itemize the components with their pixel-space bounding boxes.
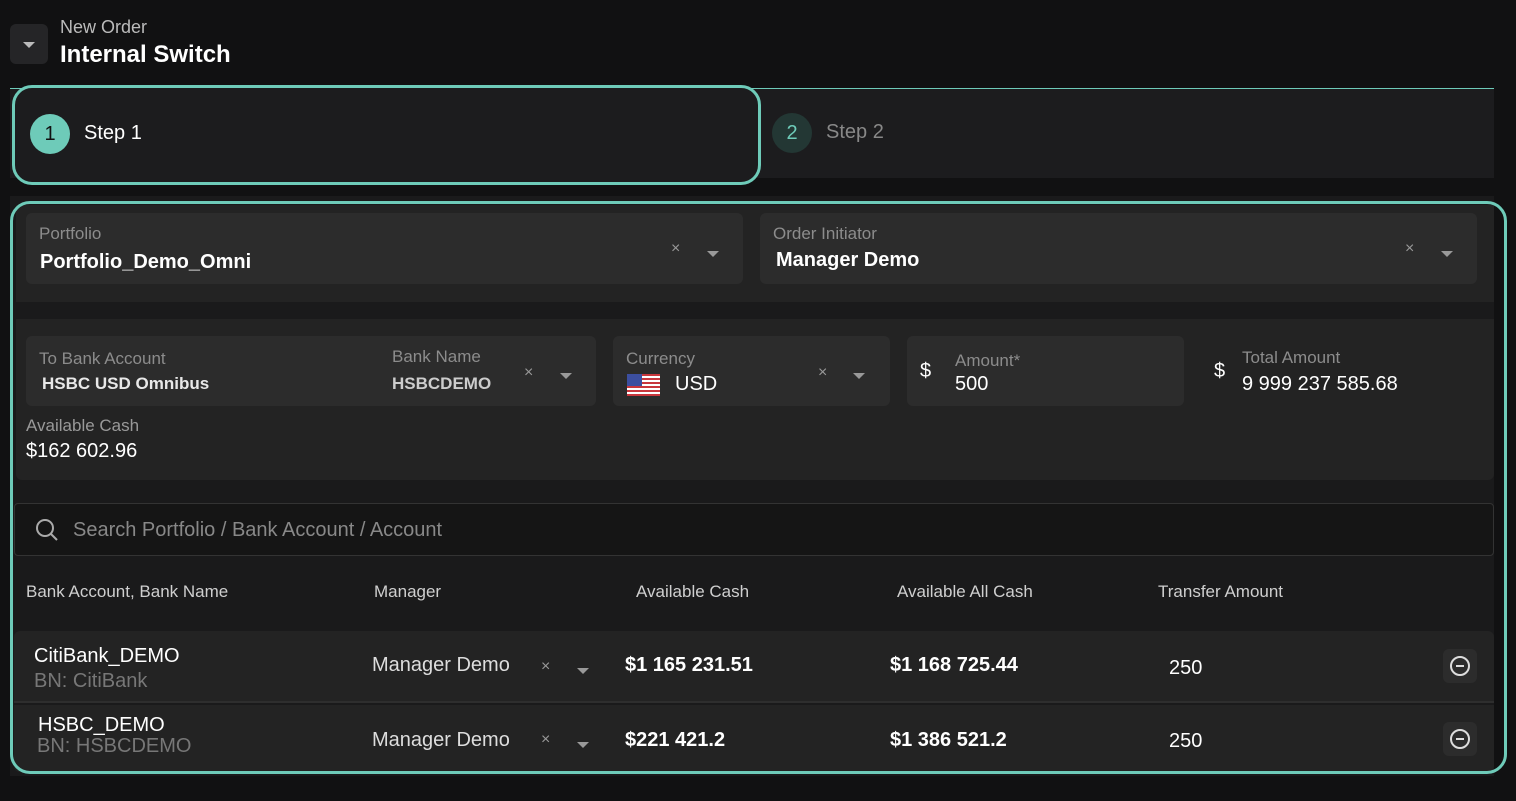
available-cash-value: $162 602.96 (26, 440, 138, 462)
table-row: CitiBank_DEMO BN: CitiBank Manager Demo … (14, 631, 1494, 703)
clear-icon[interactable]: × (818, 364, 828, 381)
step-number: 1 (30, 114, 70, 154)
us-flag-icon (627, 374, 660, 396)
step-number: 2 (772, 113, 812, 153)
dollar-icon: $ (1214, 360, 1226, 382)
chevron-down-icon[interactable] (577, 742, 589, 748)
remove-row-button[interactable] (1443, 722, 1477, 756)
clear-icon[interactable]: × (541, 731, 551, 748)
remove-row-button[interactable] (1443, 649, 1477, 683)
amount-value: 500 (955, 373, 989, 395)
order-initiator-select[interactable]: Order Initiator Manager Demo × (760, 213, 1477, 284)
available-all-cash: $1 168 725.44 (890, 654, 1018, 676)
currency-select[interactable]: Currency USD × (613, 336, 890, 406)
portfolio-select[interactable]: Portfolio Portfolio_Demo_Omni × (26, 213, 743, 284)
chevron-down-icon[interactable] (853, 373, 865, 379)
column-header-transfer-amount[interactable]: Transfer Amount (1158, 582, 1284, 601)
account-name: HSBC_DEMO (38, 714, 165, 736)
account-name: CitiBank_DEMO (34, 645, 180, 667)
page-subtitle: New Order (60, 17, 148, 37)
clear-icon[interactable]: × (1405, 240, 1415, 257)
dollar-icon: $ (920, 360, 932, 382)
portfolio-label: Portfolio (39, 224, 102, 243)
portfolio-value: Portfolio_Demo_Omni (40, 251, 252, 273)
initiator-label: Order Initiator (773, 224, 877, 243)
amount-input[interactable]: $ Amount* 500 (907, 336, 1184, 406)
available-cash: $221 421.2 (625, 729, 726, 751)
bank-name: BN: CitiBank (34, 670, 148, 692)
available-cash: $1 165 231.51 (625, 654, 753, 676)
clear-icon[interactable]: × (524, 364, 534, 381)
to-bank-account-select[interactable]: To Bank Account HSBC USD Omnibus Bank Na… (26, 336, 596, 406)
step-label: Step 1 (84, 122, 142, 144)
to-bank-label: To Bank Account (39, 349, 166, 368)
search-icon (36, 519, 58, 541)
manager-select[interactable]: Manager Demo (372, 729, 510, 751)
search-input[interactable] (73, 516, 1073, 544)
chevron-down-icon[interactable] (560, 373, 572, 379)
transfer-amount-input[interactable]: 250 (1169, 730, 1203, 752)
minus-circle-icon (1450, 729, 1470, 749)
column-header-account[interactable]: Bank Account, Bank Name (26, 582, 229, 601)
bank-name-label: Bank Name (392, 347, 481, 366)
amount-label: Amount* (955, 351, 1021, 370)
initiator-value: Manager Demo (776, 249, 920, 271)
total-amount-value: 9 999 237 585.68 (1242, 373, 1398, 395)
column-header-available-cash[interactable]: Available Cash (636, 582, 750, 601)
caret-down-icon (23, 42, 35, 48)
currency-label: Currency (626, 349, 695, 368)
clear-icon[interactable]: × (671, 240, 681, 257)
column-header-available-all-cash[interactable]: Available All Cash (897, 582, 1033, 601)
step-2[interactable]: 2 Step 2 (772, 113, 972, 153)
currency-value: USD (675, 373, 718, 395)
search-box[interactable] (14, 503, 1494, 556)
available-cash-label: Available Cash (26, 416, 140, 435)
available-all-cash: $1 386 521.2 (890, 729, 1007, 751)
manager-select[interactable]: Manager Demo (372, 654, 510, 676)
total-amount-label: Total Amount (1242, 348, 1341, 367)
transfer-amount-input[interactable]: 250 (1169, 657, 1203, 679)
chevron-down-icon[interactable] (1441, 251, 1453, 257)
collapse-button[interactable] (10, 24, 48, 64)
chevron-down-icon[interactable] (577, 668, 589, 674)
bank-name-value: HSBCDEMO (392, 374, 492, 393)
to-bank-value: HSBC USD Omnibus (42, 374, 210, 393)
step-label: Step 2 (826, 121, 884, 143)
table-row: HSBC_DEMO BN: HSBCDEMO Manager Demo × $2… (14, 705, 1494, 772)
clear-icon[interactable]: × (541, 658, 551, 675)
step-1[interactable]: 1 Step 1 (12, 85, 761, 185)
minus-circle-icon (1450, 656, 1470, 676)
page-title: Internal Switch (60, 41, 231, 68)
bank-name: BN: HSBCDEMO (37, 735, 192, 757)
chevron-down-icon[interactable] (707, 251, 719, 257)
column-header-manager[interactable]: Manager (374, 582, 442, 601)
